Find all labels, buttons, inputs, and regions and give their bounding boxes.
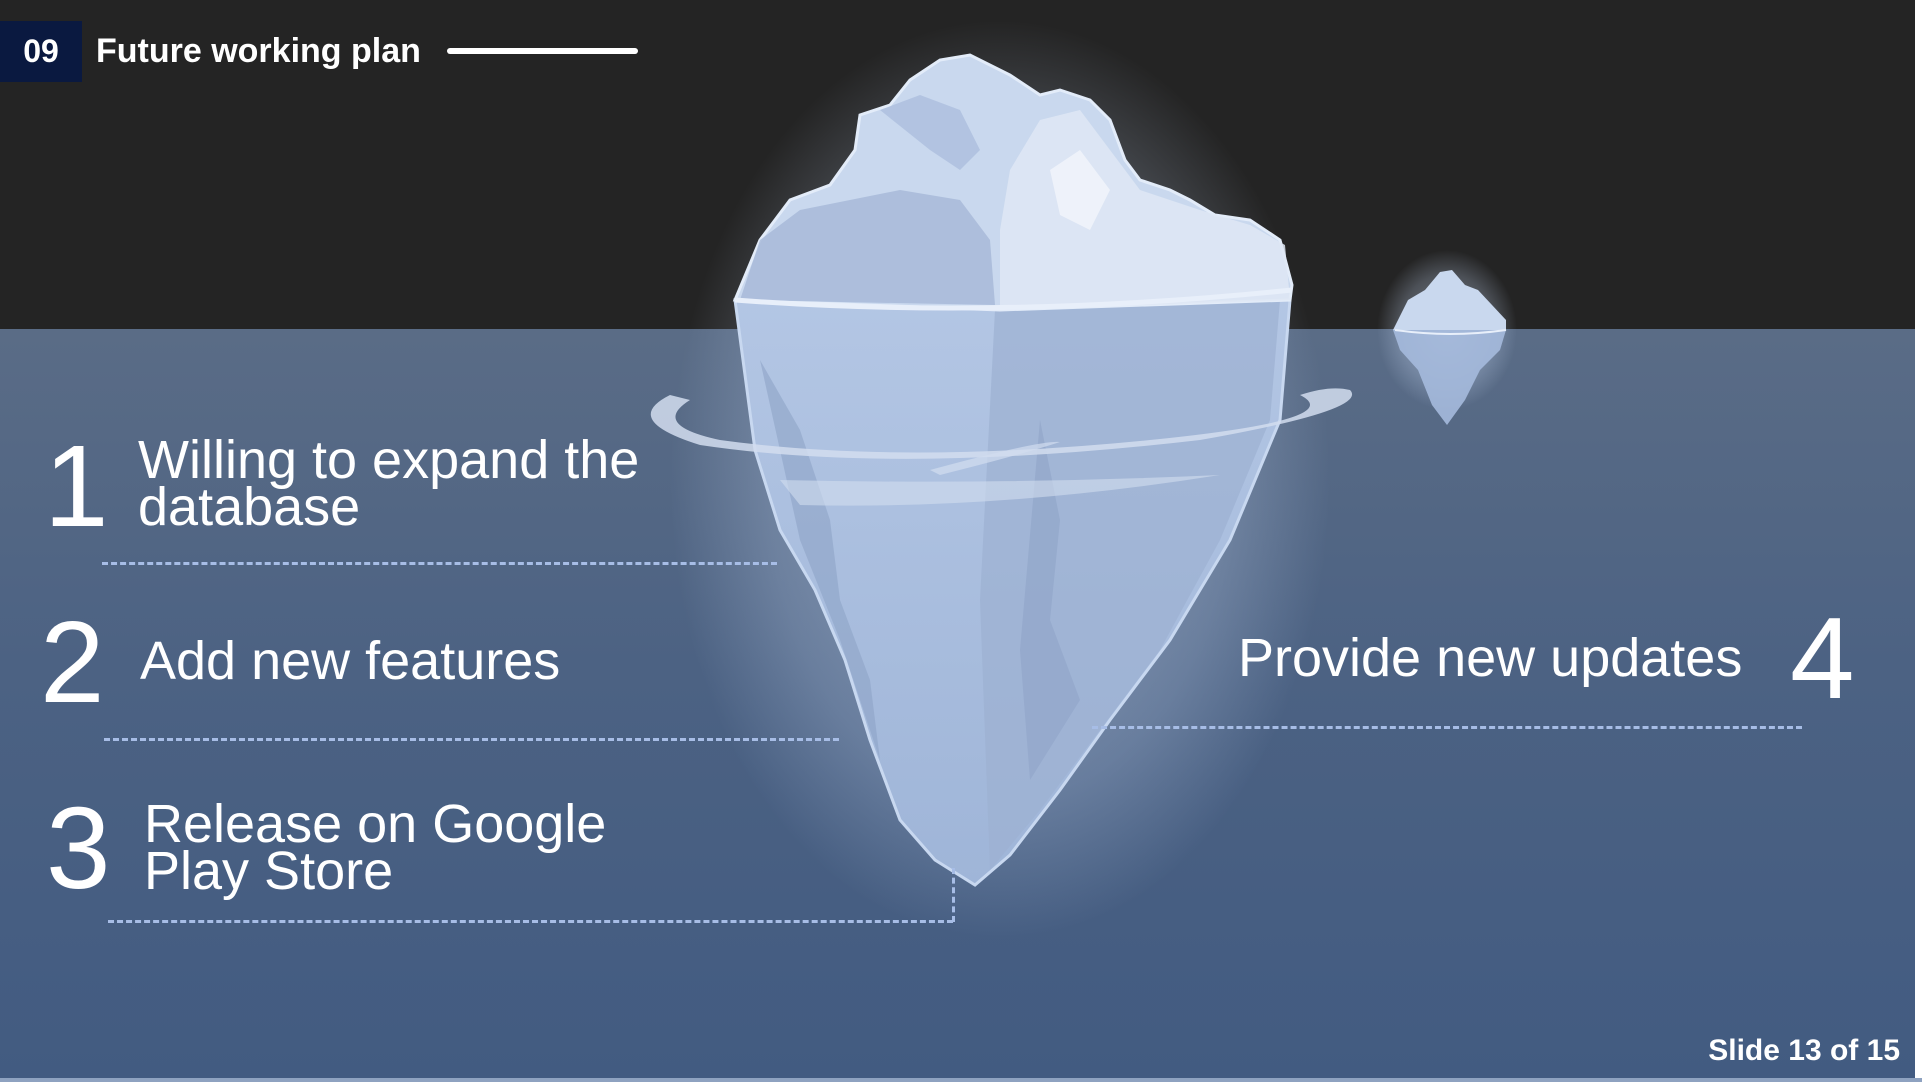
divider-3-vertical [952,868,955,922]
item-number-2: 2 [40,597,105,727]
item-text-3: Release on Google Play Store [144,794,607,901]
divider-2 [104,738,839,741]
bottom-edge-strip [0,1078,1922,1082]
item-text-2: Add new features [140,631,561,691]
title-underline [447,48,638,54]
item-number-3: 3 [46,783,111,913]
item-number-1: 1 [44,421,109,551]
right-edge-strip [1915,0,1922,1082]
slide-counter: Slide 13 of 15 [1708,1034,1900,1067]
divider-4 [1092,726,1802,729]
section-number-badge: 09 [0,21,82,82]
section-number: 09 [23,33,59,69]
divider-1 [102,562,777,565]
item-number-4: 4 [1790,593,1855,723]
slide-title: Future working plan [96,32,421,70]
small-iceberg-illustration [1377,250,1517,425]
item-text-4: Provide new updates [1238,628,1743,688]
divider-3 [108,920,953,923]
item-text-1: Willing to expand the database [138,430,640,537]
